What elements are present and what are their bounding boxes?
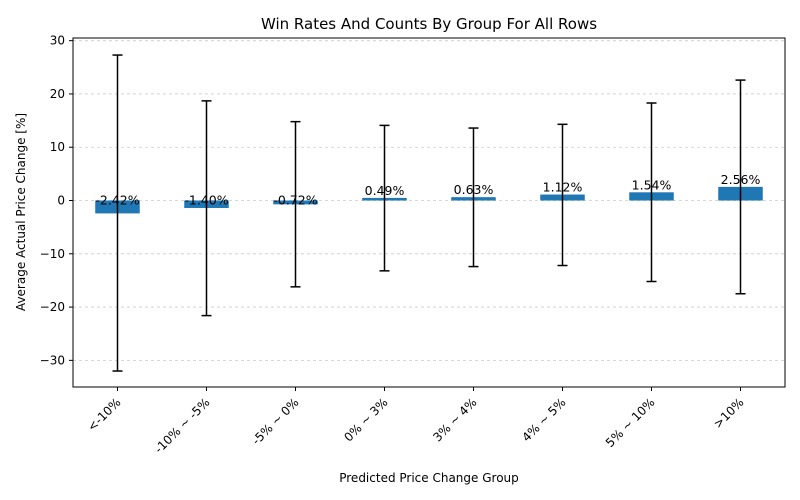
y-tick-label: −20 [40,300,65,314]
grid-lines [73,40,785,361]
bar-value-label: -2.42% [95,193,139,208]
x-axis-label: Predicted Price Change Group [339,471,519,485]
plot-frame [72,37,786,388]
bar-value-label: -0.72% [273,193,317,208]
y-tick-label: −30 [40,353,65,367]
y-tick-label: 0 [57,194,65,208]
chart-title: Win Rates And Counts By Group For All Ro… [261,15,597,33]
bar-value-label: 0.49% [365,183,405,198]
error-bars [112,54,746,372]
value-labels: -2.42% -1.40% -0.72% 0.49% 0.63% 1.12% 1.54% 2.… [95,172,760,208]
bar-value-label: 1.54% [632,177,672,192]
y-axis-label: Average Actual Price Change [%] [14,113,28,311]
bar-value-label: 2.56% [721,172,761,187]
y-tick-label: −10 [40,247,65,261]
bar-value-label: -1.40% [184,193,228,208]
y-tick-label: 10 [50,140,65,154]
bar-value-label: 0.63% [454,182,494,197]
y-axis-ticks: −30 −20 −10 0 10 20 30 [40,34,73,367]
y-tick-label: 30 [50,34,65,48]
bar-value-label: 1.12% [543,180,583,195]
y-tick-label: 20 [50,87,65,101]
